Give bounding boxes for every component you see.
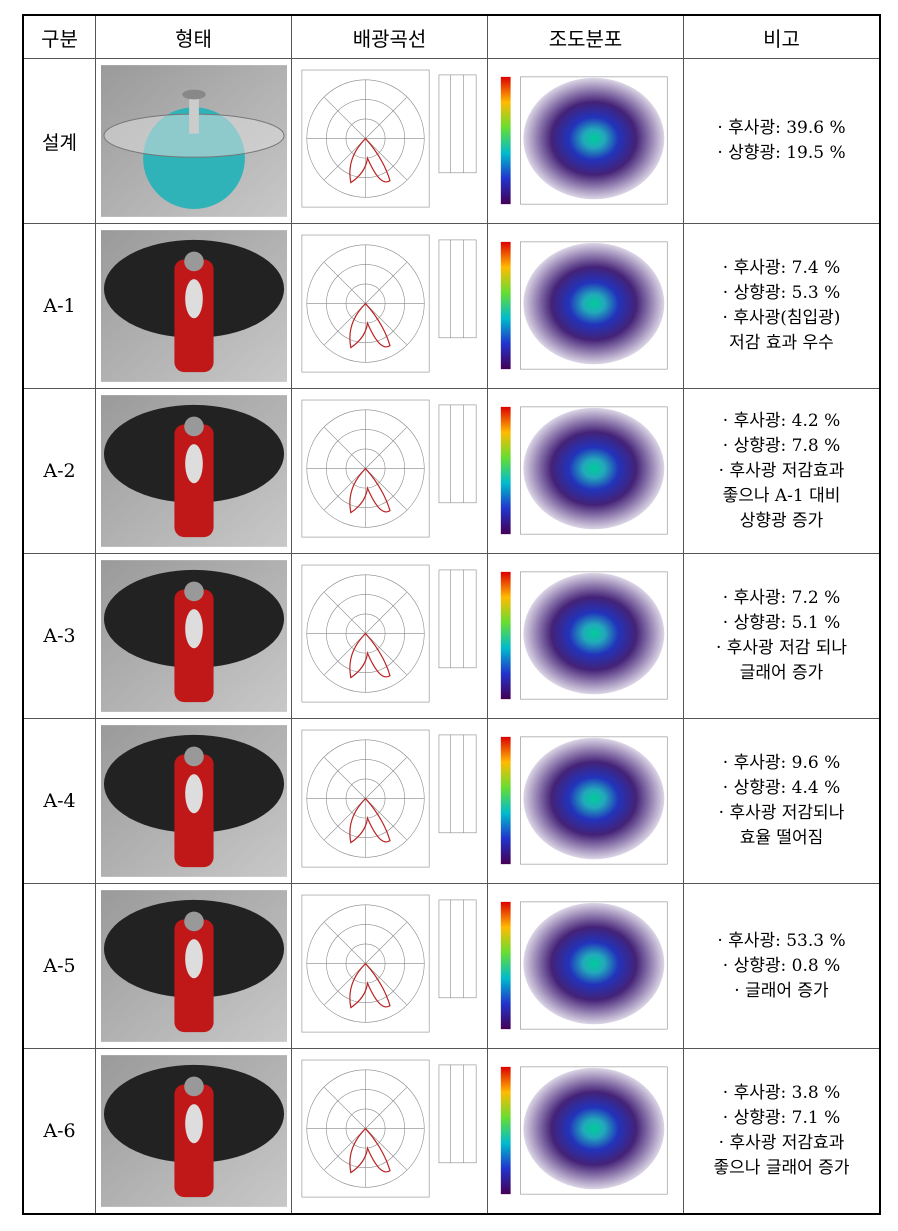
- row-label: A-6: [22, 1048, 96, 1215]
- remark-line: 저감 효과 우수: [729, 333, 834, 353]
- remark-line: · 후사광 저감되나: [718, 803, 845, 823]
- light-distribution-curve: [296, 890, 483, 1042]
- light-distribution-curve: [296, 230, 483, 382]
- remark-line: 상향광 증가: [739, 510, 824, 531]
- row-label: A-3: [22, 553, 96, 719]
- image-cell: [487, 223, 684, 389]
- illuminance-map: [492, 65, 679, 217]
- image-cell: [487, 1048, 684, 1215]
- image-cell: [95, 883, 292, 1049]
- luminaire-image: [100, 1055, 287, 1207]
- luminaire-image: [100, 725, 287, 877]
- table-row: A-1 · 후사광: 7.4 % · 상향광: 5.3 % · 후사광(침입광) 저감 …: [22, 223, 881, 389]
- image-cell: [95, 58, 292, 224]
- row-label: A-4: [22, 718, 96, 884]
- luminaire-image: [100, 560, 287, 712]
- comparison-table: 구분 형태 배광곡선 조도분포 비고 설계 · 후사광: 39.6 % · 상향광: 19.…: [22, 14, 881, 1215]
- image-cell: [291, 718, 488, 884]
- remark-line: · 후사광: 9.6 %: [722, 753, 841, 773]
- light-distribution-curve: [296, 1055, 483, 1207]
- image-cell: [95, 388, 292, 554]
- illuminance-map: [492, 1055, 679, 1207]
- remarks-cell: · 후사광: 7.4 % · 상향광: 5.3 % · 후사광(침입광) 저감 효과 …: [683, 223, 881, 389]
- remark-line: · 상향광: 0.8 %: [722, 955, 841, 976]
- image-cell: [291, 553, 488, 719]
- remark-line: · 후사광 저감효과: [718, 1133, 845, 1153]
- luminaire-image: [100, 230, 287, 382]
- remarks-cell: · 후사광: 53.3 % · 상향광: 0.8 % · 글래어 증가: [683, 883, 881, 1049]
- header-cell: 조도분포: [487, 14, 684, 59]
- image-cell: [487, 58, 684, 224]
- image-cell: [291, 223, 488, 389]
- remark-line: · 상향광: 7.1 %: [722, 1108, 841, 1128]
- row-label: 설계: [22, 58, 96, 224]
- remark-line: · 글래어 증가: [734, 980, 829, 1001]
- illuminance-map: [492, 230, 679, 382]
- header-cell: 형태: [95, 14, 292, 59]
- illuminance-map: [492, 560, 679, 712]
- remark-line: · 후사광: 53.3 %: [717, 930, 846, 951]
- remark-line: · 상향광: 5.1 %: [722, 613, 841, 633]
- remark-line: 글래어 증가: [739, 663, 824, 683]
- image-cell: [291, 58, 488, 224]
- remark-line: 좋으나 A-1 대비: [722, 485, 841, 506]
- remark-line: · 상향광: 5.3 %: [722, 283, 841, 303]
- illuminance-map: [492, 725, 679, 877]
- light-distribution-curve: [296, 725, 483, 877]
- image-cell: [487, 553, 684, 719]
- luminaire-image: [100, 65, 287, 217]
- header-cell: 구분: [22, 14, 96, 59]
- image-cell: [487, 718, 684, 884]
- remark-line: · 후사광: 7.2 %: [722, 588, 841, 608]
- illuminance-map: [492, 395, 679, 547]
- row-label: A-2: [22, 388, 96, 554]
- light-distribution-curve: [296, 560, 483, 712]
- header-row: 구분 형태 배광곡선 조도분포 비고: [22, 14, 881, 59]
- table-row: 설계 · 후사광: 39.6 % · 상향광: 19.5 %: [22, 58, 881, 224]
- image-cell: [291, 1048, 488, 1215]
- image-cell: [291, 883, 488, 1049]
- luminaire-image: [100, 395, 287, 547]
- header-cell: 비고: [683, 14, 881, 59]
- luminaire-image: [100, 890, 287, 1042]
- row-label: A-5: [22, 883, 96, 1049]
- remark-line: · 상향광: 4.4 %: [722, 778, 841, 798]
- image-cell: [291, 388, 488, 554]
- remark-line: · 후사광 저감효과: [718, 460, 845, 481]
- image-cell: [95, 1048, 292, 1215]
- remark-line: 좋으나 글래어 증가: [713, 1158, 850, 1178]
- remark-line: · 후사광: 3.8 %: [722, 1083, 841, 1103]
- remark-line: 효율 떨어짐: [739, 828, 824, 848]
- header-cell: 배광곡선: [291, 14, 488, 59]
- table-row: A-5 · 후사광: 53.3 % · 상향광: 0.8 % · 글래어 증가: [22, 883, 881, 1049]
- remark-line: · 후사광 저감 되나: [715, 638, 848, 658]
- remark-line: · 상향광: 7.8 %: [722, 435, 841, 456]
- remark-line: · 후사광(침입광): [722, 308, 841, 328]
- remark-line: · 후사광: 4.2 %: [722, 410, 841, 431]
- row-label: A-1: [22, 223, 96, 389]
- table-body: 설계 · 후사광: 39.6 % · 상향광: 19.5 % A-1 · 후사광: 7.…: [22, 58, 881, 1215]
- image-cell: [95, 718, 292, 884]
- light-distribution-curve: [296, 395, 483, 547]
- light-distribution-curve: [296, 65, 483, 217]
- remark-line: · 후사광: 39.6 %: [717, 118, 846, 138]
- image-cell: [487, 883, 684, 1049]
- illuminance-map: [492, 890, 679, 1042]
- remarks-cell: · 후사광: 39.6 % · 상향광: 19.5 %: [683, 58, 881, 224]
- image-cell: [95, 223, 292, 389]
- image-cell: [95, 553, 292, 719]
- remark-line: · 후사광: 7.4 %: [722, 258, 841, 278]
- remark-line: · 상향광: 19.5 %: [717, 143, 846, 163]
- table-wrap: 구분 형태 배광곡선 조도분포 비고 설계 · 후사광: 39.6 % · 상향광: 19.…: [22, 14, 881, 1215]
- image-cell: [487, 388, 684, 554]
